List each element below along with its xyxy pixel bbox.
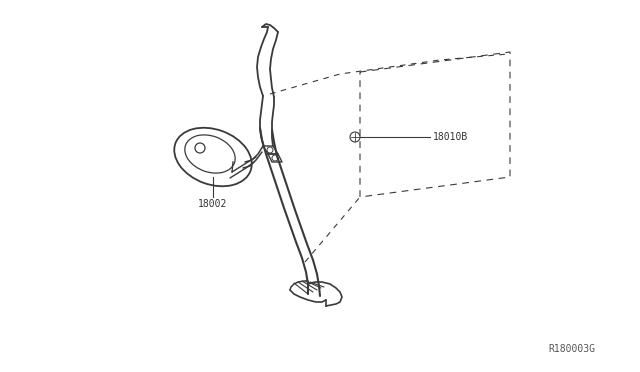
Text: 18010B: 18010B [433,132,468,142]
Text: R180003G: R180003G [548,344,595,354]
Text: 18002: 18002 [198,199,228,209]
